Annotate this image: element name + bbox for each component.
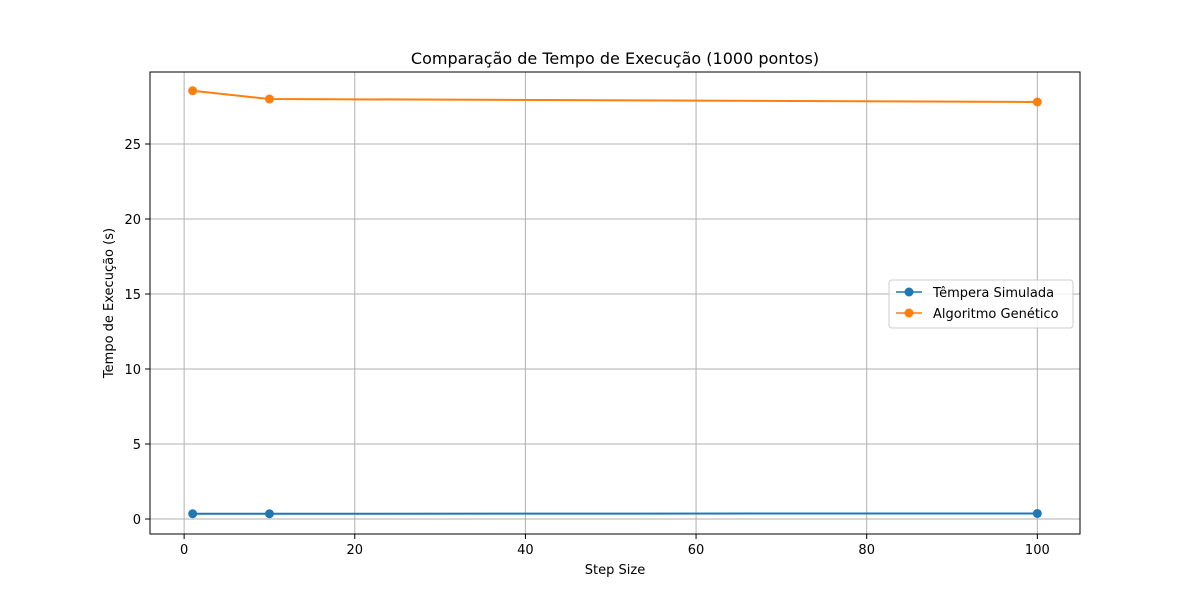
y-tick-label: 20	[124, 213, 141, 228]
x-axis-label: Step Size	[585, 563, 645, 578]
y-tick-label: 25	[124, 138, 141, 153]
x-tick-label: 20	[346, 543, 363, 558]
legend-frame	[888, 279, 1074, 329]
legend-marker-algoritmo-genetico	[904, 308, 914, 318]
series-layer	[188, 86, 1042, 519]
legend-label-tempera-simulada: Têmpera Simulada	[932, 286, 1054, 301]
legend-label-algoritmo-genetico: Algoritmo Genético	[933, 307, 1059, 322]
y-tick-label: 10	[124, 363, 141, 378]
x-tick-label: 80	[858, 543, 875, 558]
x-tick-label: 60	[688, 543, 705, 558]
x-tick-label: 40	[517, 543, 534, 558]
data-point-algoritmo-genetico	[188, 86, 198, 96]
x-tick-label: 100	[1025, 543, 1050, 558]
data-point-algoritmo-genetico	[1032, 97, 1042, 107]
data-point-algoritmo-genetico	[264, 94, 274, 104]
legend: Têmpera Simulada Algoritmo Genético	[888, 279, 1074, 329]
data-point-tempera-simulada	[264, 509, 274, 519]
y-tick-label: 5	[133, 438, 141, 453]
y-axis-label: Tempo de Execução (s)	[102, 228, 117, 379]
plot-area-frame	[149, 71, 1081, 535]
y-tick-label: 0	[133, 513, 141, 528]
x-axis-ticks: 0 20 40 60 80 100	[180, 534, 1050, 558]
data-point-tempera-simulada	[188, 509, 198, 519]
legend-marker-tempera-simulada	[904, 287, 914, 297]
data-point-tempera-simulada	[1032, 508, 1042, 518]
y-tick-label: 15	[124, 288, 141, 303]
chart-title: Comparação de Tempo de Execução (1000 po…	[411, 49, 819, 68]
y-axis-ticks: 0 5 10 15 20 25	[124, 138, 150, 528]
x-tick-label: 0	[180, 543, 188, 558]
